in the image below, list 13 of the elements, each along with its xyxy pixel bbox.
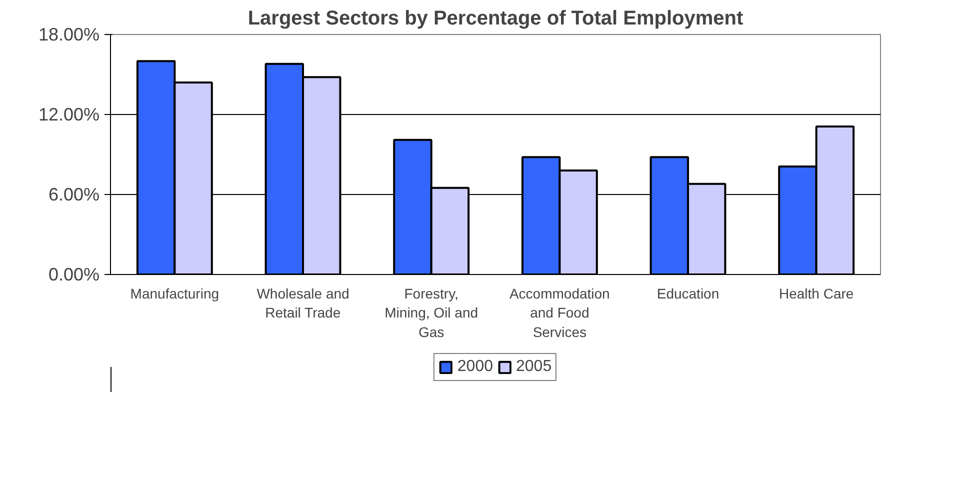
y-tick-label: 0.00% xyxy=(48,264,100,284)
y-tick-label: 12.00% xyxy=(38,104,100,124)
legend-label: 2000 xyxy=(457,358,493,376)
x-tick-label: Forestry, Mining, Oil and Gas xyxy=(384,286,478,340)
legend-label: 2005 xyxy=(516,358,552,376)
x-tick-label: Health Care xyxy=(778,286,854,302)
chart-title: Largest Sectors by Percentage of Total Employment xyxy=(248,8,744,30)
y-tick-label: 18.00% xyxy=(38,24,100,44)
x-tick-label: Manufacturing xyxy=(130,286,220,302)
x-tick-label: Wholesale and Retail Trade xyxy=(256,286,350,321)
x-tick-label: Education xyxy=(656,286,720,302)
x-tick-label: Accommodation and Food Services xyxy=(509,286,610,340)
y-tick-label: 6.00% xyxy=(48,184,100,204)
